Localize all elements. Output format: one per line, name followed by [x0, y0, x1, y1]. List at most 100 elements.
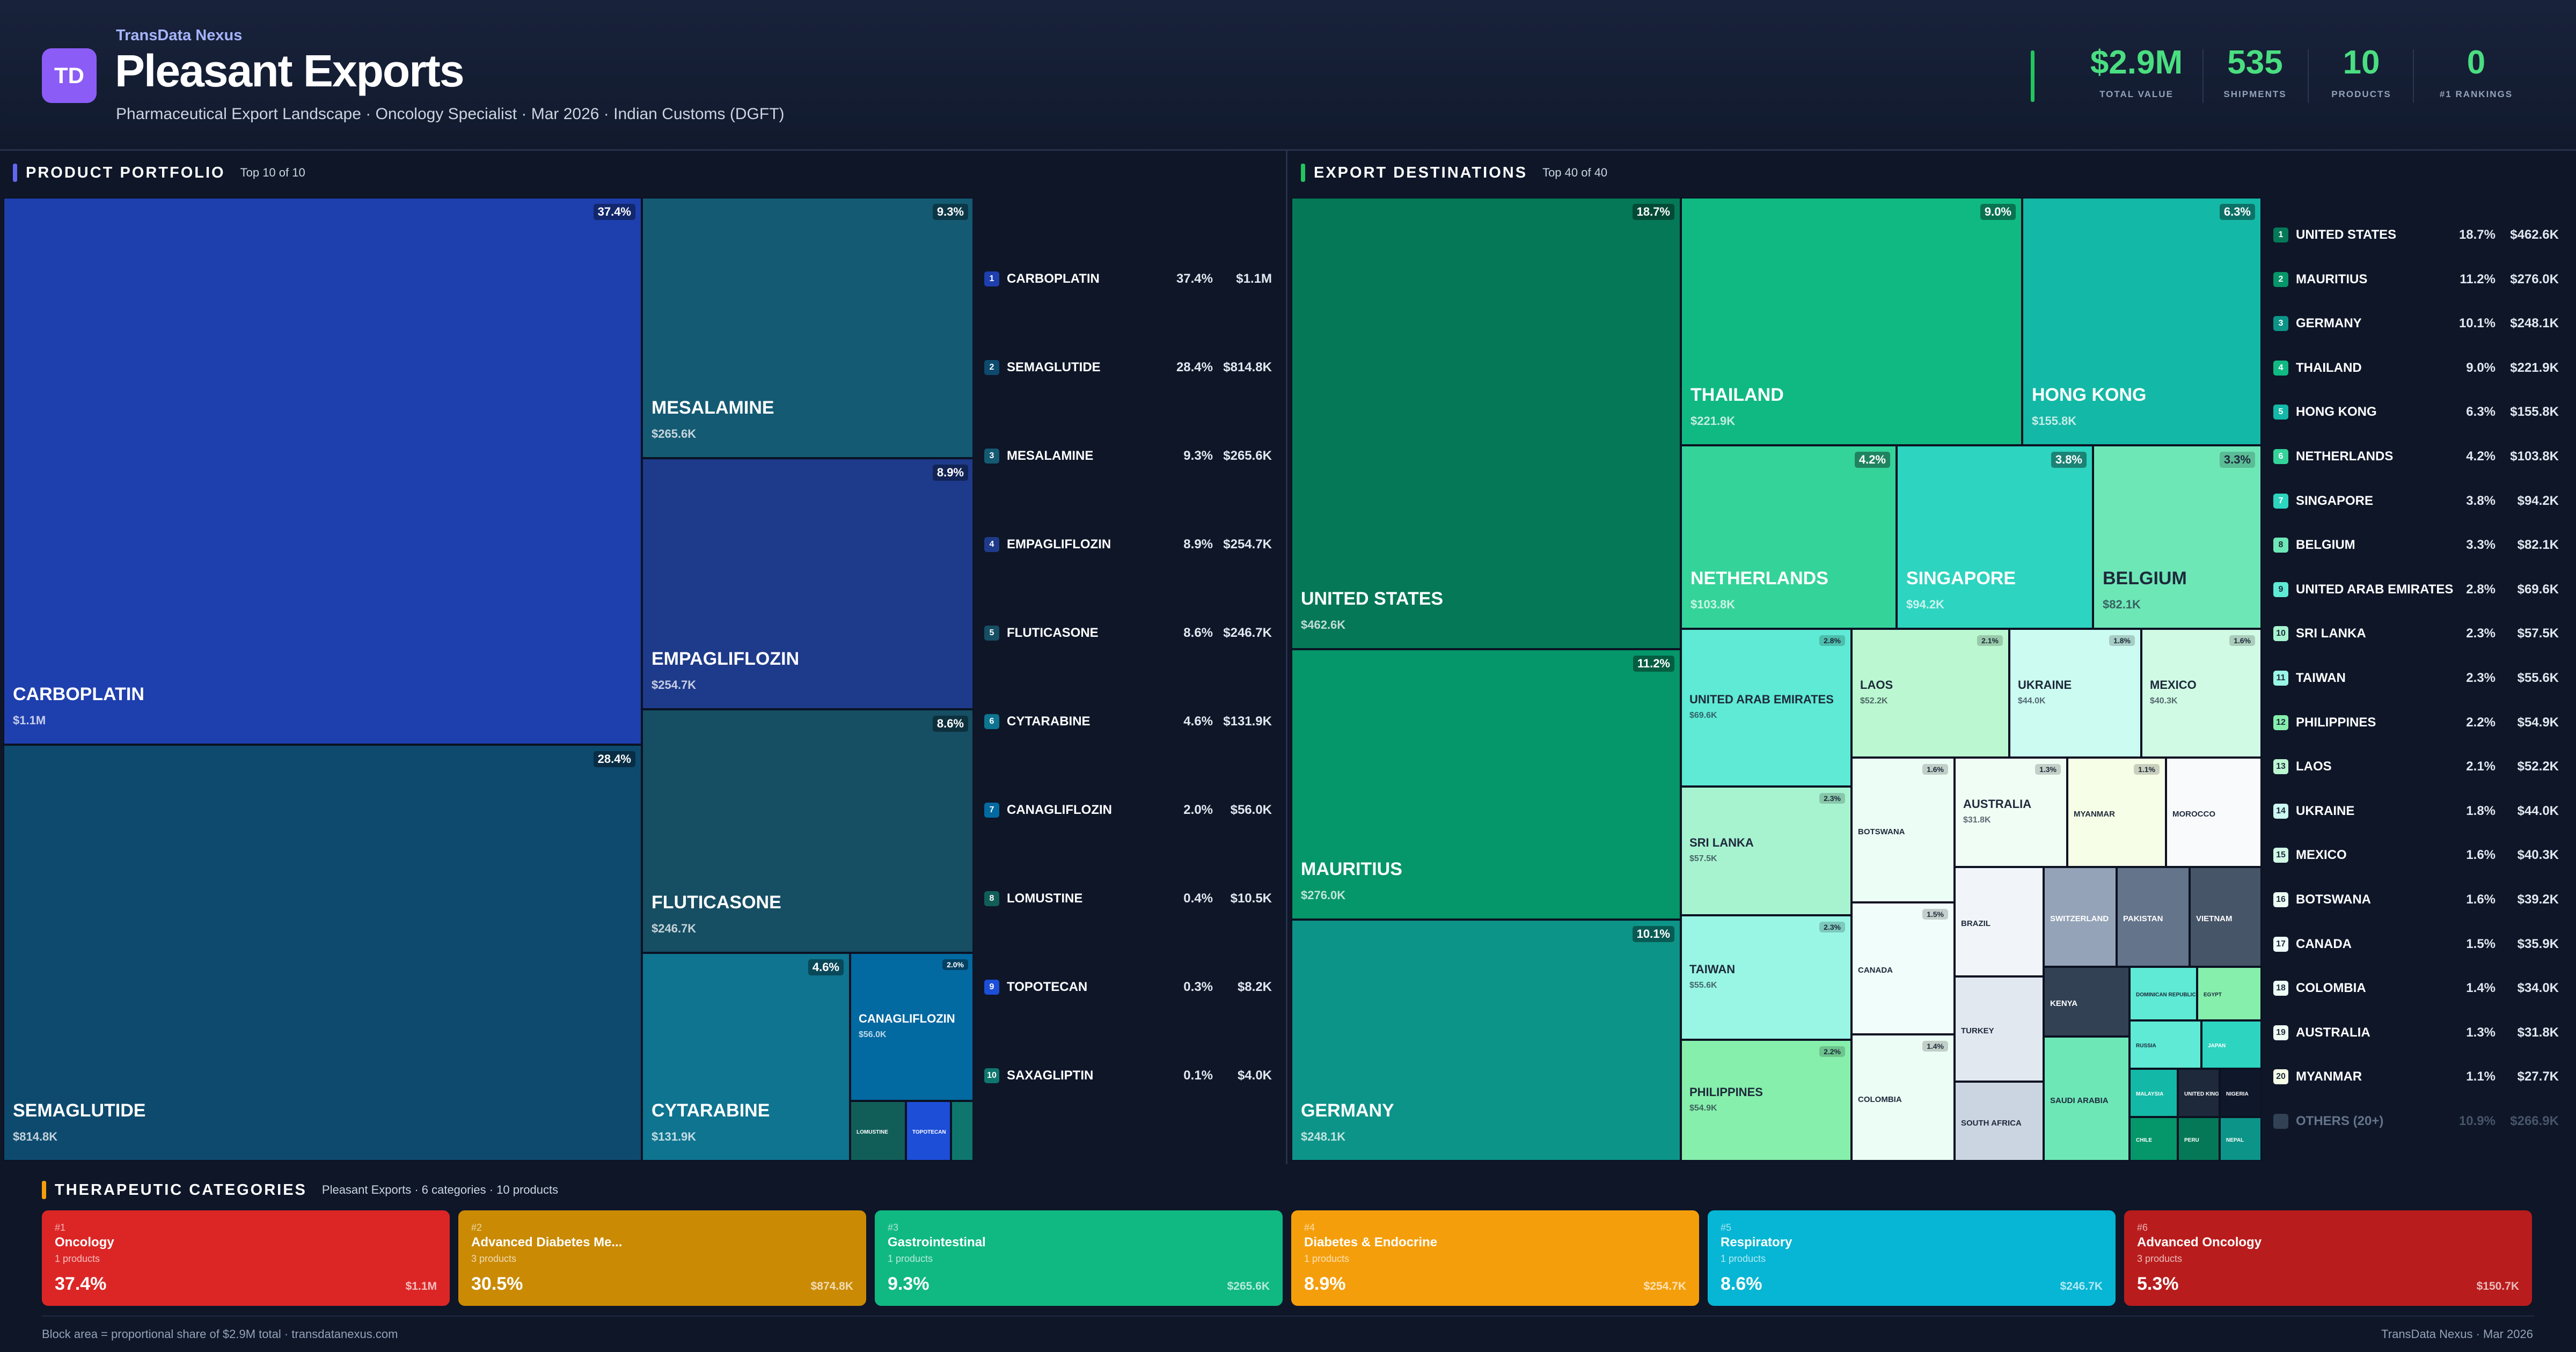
destination-legend-rank: 18 [2273, 981, 2288, 996]
destination-cell-nepal: NEPAL [2220, 1117, 2262, 1161]
product-legend-row: 5 FLUTICASONE 8.6% $246.7K [984, 626, 1272, 641]
section-subtitle: Top 40 of 40 [1542, 166, 1608, 179]
destination-legend-value: $94.2K [2517, 493, 2559, 508]
destination-legend-pct: 1.4% [2466, 981, 2496, 996]
destination-cell-name: NEPAL [2226, 1137, 2244, 1143]
destination-cell-south-africa: SOUTH AFRICA [1955, 1082, 2044, 1161]
product-legend-value: $56.0K [1230, 803, 1272, 817]
kpi-divider [2202, 49, 2204, 103]
category-value: $150.7K [2476, 1280, 2519, 1292]
destination-legend-row: 1 UNITED STATES 18.7% $462.6K [2273, 227, 2559, 243]
destination-cell-mauritius: MAURITIUS $276.0K 11.2% [1291, 649, 1681, 920]
destination-legend-pct: 1.6% [2466, 892, 2496, 907]
destination-legend-pct: 1.3% [2466, 1025, 2496, 1040]
destination-cell-laos: LAOS $52.2K 2.1% [1851, 629, 2009, 758]
destination-cell-japan: JAPAN [2201, 1020, 2262, 1069]
destination-legend-pct: 2.2% [2466, 715, 2496, 730]
product-cell-name: SEMAGLUTIDE [13, 1100, 146, 1121]
category-value: $1.1M [405, 1280, 437, 1292]
category-name: Advanced Oncology [2137, 1235, 2262, 1250]
product-legend-label: EMPAGLIFLOZIN [1007, 537, 1111, 552]
destination-cell-name: AUSTRALIA [1963, 797, 2032, 811]
product-legend-row: 10 SAXAGLIPTIN 0.1% $4.0K [984, 1068, 1272, 1083]
destination-legend-value: $248.1K [2510, 316, 2559, 331]
destination-cell-pct: 3.3% [2219, 452, 2255, 468]
product-legend-label: CARBOPLATIN [1007, 271, 1100, 286]
destination-legend-pct: 1.5% [2466, 936, 2496, 951]
destination-cell-morocco: MOROCCO [2166, 758, 2262, 867]
category-value: $874.8K [810, 1280, 853, 1292]
destination-cell-nigeria: NIGERIA [2220, 1069, 2262, 1117]
destination-cell-name: SINGAPORE [1906, 568, 2016, 589]
destination-legend-value: $276.0K [2510, 271, 2559, 286]
product-legend-value: $131.9K [1223, 714, 1272, 729]
destination-legend-value: $57.5K [2517, 626, 2559, 641]
destination-legend-row: 16 BOTSWANA 1.6% $39.2K [2273, 892, 2559, 907]
destination-legend-rank: 5 [2273, 405, 2288, 420]
destination-legend-value: $55.6K [2517, 671, 2559, 685]
destination-legend-label: MEXICO [2296, 848, 2347, 863]
destination-legend-row: 5 HONG KONG 6.3% $155.8K [2273, 405, 2559, 420]
destination-legend-row: 8 BELGIUM 3.3% $82.1K [2273, 538, 2559, 553]
destination-legend-row: 9 UNITED ARAB EMIRATES 2.8% $69.6K [2273, 582, 2559, 597]
product-legend-row: 1 CARBOPLATIN 37.4% $1.1M [984, 271, 1272, 286]
destination-cell-united-states: UNITED STATES $462.6K 18.7% [1291, 197, 1681, 649]
destination-legend-value: $54.9K [2517, 715, 2559, 730]
destination-legend-label: HONG KONG [2296, 405, 2377, 420]
footer-note: Block area = proportional share of $2.9M… [42, 1327, 398, 1341]
destination-cell-value: $248.1K [1301, 1130, 1346, 1143]
destination-legend-row: 18 COLOMBIA 1.4% $34.0K [2273, 981, 2559, 996]
destination-legend-label: SRI LANKA [2296, 626, 2366, 641]
product-legend-value: $4.0K [1237, 1068, 1272, 1083]
product-cell-value: $246.7K [652, 922, 697, 935]
product-cell-mesalamine: MESALAMINE $265.6K 9.3% [642, 197, 972, 458]
category-pct: 9.3% [888, 1274, 930, 1294]
destination-cell-name: KENYA [2050, 999, 2078, 1008]
category-pct: 8.9% [1304, 1274, 1346, 1294]
category-card-diabetes-endocrine: #4 Diabetes & Endocrine 1 products 8.9% $254… [1291, 1210, 1699, 1306]
product-cell-pct: 2.0% [942, 959, 968, 970]
category-product-count: 3 products [471, 1253, 517, 1264]
kpi-value: 0 [2467, 44, 2486, 81]
destination-legend-value: $462.6K [2510, 227, 2559, 242]
destination-cell-hong-kong: HONG KONG $155.8K 6.3% [2022, 197, 2262, 445]
category-pct: 5.3% [2137, 1274, 2179, 1294]
destination-legend-value: $69.6K [2517, 582, 2559, 597]
destination-legend-value: $27.7K [2517, 1069, 2559, 1084]
portfolio-section-header: PRODUCT PORTFOLIO Top 10 of 10 [13, 157, 305, 189]
kpi-value: $2.9M [2090, 44, 2183, 81]
product-legend-label: MESALAMINE [1007, 449, 1094, 463]
product-legend-pct: 2.0% [1183, 803, 1213, 817]
section-title: THERAPEUTIC CATEGORIES [55, 1181, 307, 1199]
category-product-count: 1 products [1721, 1253, 1766, 1264]
destination-legend-label: TAIWAN [2296, 671, 2346, 685]
destination-legend-pct: 2.1% [2466, 759, 2496, 774]
page-subtitle: Pharmaceutical Export Landscape · Oncolo… [116, 105, 785, 123]
kpi-value: 535 [2227, 44, 2283, 81]
destination-treemap: UNITED STATES $462.6K 18.7% MAURITIUS $276.0… [1291, 197, 2262, 1161]
destination-cell-name: DOMINICAN REPUBLIC [2136, 992, 2196, 998]
destination-legend-row: 4 THAILAND 9.0% $221.9K [2273, 360, 2559, 376]
section-title: EXPORT DESTINATIONS [1314, 164, 1528, 181]
destination-cell-peru: PERU [2178, 1117, 2220, 1161]
categories-section-header: THERAPEUTIC CATEGORIES Pleasant Exports … [42, 1174, 558, 1206]
destination-cell-brazil: BRAZIL [1955, 867, 2044, 976]
product-legend-pct: 8.9% [1183, 537, 1213, 552]
product-legend-row: 9 TOPOTECAN 0.3% $8.2K [984, 980, 1272, 995]
product-legend-label: SAXAGLIPTIN [1007, 1068, 1094, 1083]
destination-cell-name: SRI LANKA [1689, 836, 1754, 849]
destination-cell-name: VIETNAM [2196, 914, 2233, 923]
destination-legend-pct: 2.3% [2466, 626, 2496, 641]
destination-cell-value: $57.5K [1689, 854, 1717, 863]
category-card-advanced-oncology: #6 Advanced Oncology 3 products 5.3% $150.7K [2124, 1210, 2532, 1306]
product-cell-value: $265.6K [652, 427, 697, 440]
product-legend-value: $1.1M [1236, 271, 1272, 286]
destination-legend-pct: 18.7% [2458, 227, 2496, 242]
destination-cell-value: $69.6K [1689, 711, 1717, 720]
destination-cell-malaysia: MALAYSIA [2129, 1069, 2178, 1117]
destination-cell-turkey: TURKEY [1955, 976, 2044, 1082]
destination-cell-name: MYANMAR [2074, 810, 2115, 819]
destination-legend-others: OTHERS (20+) 10.9% $266.9K [2273, 1114, 2559, 1129]
product-cell-name: MESALAMINE [652, 398, 774, 418]
destination-legend-label: UNITED ARAB EMIRATES [2296, 582, 2454, 597]
